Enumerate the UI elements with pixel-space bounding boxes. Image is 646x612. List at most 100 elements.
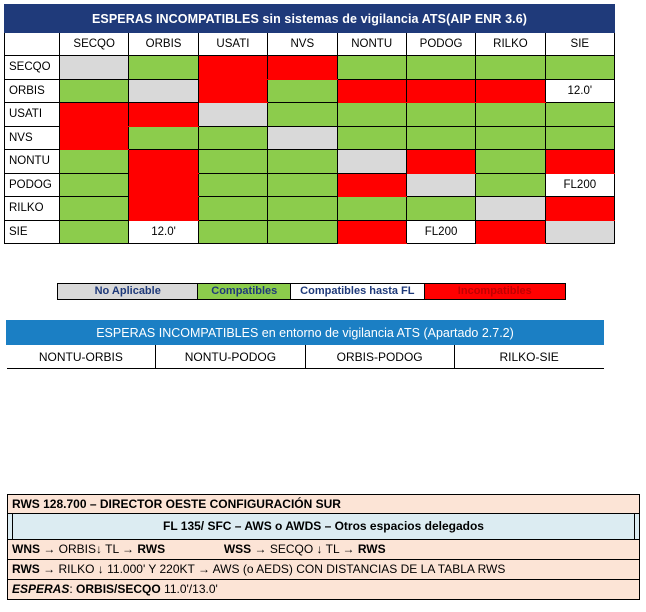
matrix-cell bbox=[128, 102, 199, 127]
matrix-column-header: SECQO bbox=[58, 32, 130, 56]
matrix-corner bbox=[4, 32, 60, 56]
matrix-cell bbox=[544, 125, 616, 150]
esperas-fixes: ORBIS/SECQO bbox=[76, 582, 161, 596]
matrix-cell bbox=[405, 55, 477, 80]
matrix-row-header: PODOG bbox=[4, 172, 60, 197]
matrix-cell bbox=[336, 149, 407, 174]
matrix-cell bbox=[58, 172, 130, 197]
rws-transfer-row: WNS → ORBIS↓ TL → RWS WSS → SECQO ↓ TL →… bbox=[7, 540, 640, 560]
incompatible-holds-matrix: ESPERAS INCOMPATIBLES sin sistemas de vi… bbox=[4, 4, 616, 244]
wss-label: WSS bbox=[223, 542, 252, 556]
matrix-cell bbox=[197, 149, 269, 174]
surveillance-incompatible-holds-table: ESPERAS INCOMPATIBLES en entorno de vigi… bbox=[6, 320, 604, 369]
rws-procedure-box: RWS 128.700 – DIRECTOR OESTE CONFIGURACI… bbox=[7, 494, 640, 600]
matrix-title: ESPERAS INCOMPATIBLES sin sistemas de vi… bbox=[4, 4, 615, 33]
matrix-cell bbox=[336, 125, 407, 150]
matrix-cell bbox=[58, 149, 130, 174]
matrix-cell: FL200 bbox=[405, 219, 477, 244]
surveillance-pair: RILKO-SIE bbox=[454, 344, 604, 369]
legend-item: Compatibles hasta FL bbox=[291, 284, 425, 299]
matrix-cell: FL200 bbox=[544, 172, 616, 197]
matrix-cell bbox=[267, 125, 338, 150]
matrix-cell bbox=[128, 172, 199, 197]
matrix-cell bbox=[544, 219, 616, 244]
matrix-cell bbox=[58, 102, 130, 127]
matrix-cell bbox=[544, 102, 616, 127]
matrix-row-header: SIE bbox=[4, 219, 60, 244]
matrix-row-header: USATI bbox=[4, 102, 60, 127]
matrix-cell bbox=[544, 196, 616, 221]
matrix-cell bbox=[405, 172, 477, 197]
matrix-row-header: RILKO bbox=[4, 196, 60, 221]
matrix-column-header: PODOG bbox=[405, 32, 477, 56]
matrix-cell bbox=[267, 55, 338, 80]
matrix-cell bbox=[336, 55, 407, 80]
matrix-column-header: NVS bbox=[267, 32, 338, 56]
legend: No Aplicable Compatibles Compatibles hasta… bbox=[57, 283, 566, 300]
wns-route: → ORBIS↓ TL → bbox=[40, 542, 138, 556]
matrix-column-header: SIE bbox=[544, 32, 616, 56]
matrix-cell bbox=[475, 172, 546, 197]
matrix-cell bbox=[405, 196, 477, 221]
matrix-cell bbox=[128, 149, 199, 174]
matrix-cell bbox=[405, 78, 477, 103]
matrix-cell bbox=[267, 172, 338, 197]
surveillance-title: ESPERAS INCOMPATIBLES en entorno de vigi… bbox=[6, 320, 604, 345]
matrix-cell bbox=[544, 149, 616, 174]
matrix-row: USATI bbox=[4, 102, 616, 127]
matrix-column-headers: SECQO ORBIS USATI NVS NONTU PODOG RILKO SIE bbox=[4, 32, 616, 56]
rws-route-row: RWS → RILKO ↓ 11.000' Y 220KT → AWS (o A… bbox=[7, 560, 640, 580]
matrix-cell bbox=[58, 125, 130, 150]
matrix-cell bbox=[267, 219, 338, 244]
surveillance-pair: NONTU-PODOG bbox=[155, 344, 306, 369]
matrix-row: PODOG FL200 bbox=[4, 172, 616, 197]
matrix-cell bbox=[128, 55, 199, 80]
matrix-row: SIE 12.0' FL200 bbox=[4, 219, 616, 244]
matrix-cell bbox=[197, 219, 269, 244]
matrix-cell bbox=[475, 219, 546, 244]
matrix-cell bbox=[197, 196, 269, 221]
matrix-column-header: ORBIS bbox=[128, 32, 199, 56]
matrix-body: SECQO ORBIS 12.0' USATI NVS NONTU PODOG FL200 RI… bbox=[4, 55, 616, 244]
matrix-cell bbox=[58, 78, 130, 103]
matrix-cell bbox=[405, 125, 477, 150]
esperas-label: ESPERAS bbox=[12, 582, 70, 596]
matrix-row-header: ORBIS bbox=[4, 78, 60, 103]
rws-band: FL 135/ SFC – AWS o AWDS – Otros espacio… bbox=[7, 514, 640, 540]
rws-route: → RILKO ↓ 11.000' Y 220KT → AWS (o AEDS)… bbox=[39, 562, 506, 576]
matrix-cell bbox=[58, 196, 130, 221]
rws-label: RWS bbox=[12, 562, 40, 576]
surveillance-pairs-row: NONTU-ORBIS NONTU-PODOG ORBIS-PODOG RILKO-S… bbox=[6, 344, 604, 369]
matrix-column-header: RILKO bbox=[475, 32, 546, 56]
matrix-cell bbox=[128, 78, 199, 103]
rws-band-text: FL 135/ SFC – AWS o AWDS – Otros espacio… bbox=[12, 514, 635, 539]
esperas-row: ESPERAS: ORBIS/SECQO 11.0'/13.0' bbox=[7, 580, 640, 600]
matrix-cell bbox=[544, 55, 616, 80]
rws-header: RWS 128.700 – DIRECTOR OESTE CONFIGURACI… bbox=[7, 494, 640, 514]
esperas-levels: 11.0'/13.0' bbox=[160, 582, 218, 596]
matrix-cell bbox=[336, 172, 407, 197]
matrix-cell bbox=[475, 125, 546, 150]
wss-destination: RWS bbox=[357, 542, 386, 556]
matrix-cell bbox=[128, 125, 199, 150]
legend-item: No Aplicable bbox=[58, 284, 199, 299]
esperas-colon: : bbox=[69, 582, 77, 596]
matrix-row: SECQO bbox=[4, 55, 616, 80]
surveillance-pair: NONTU-ORBIS bbox=[6, 344, 157, 369]
matrix-cell bbox=[405, 149, 477, 174]
matrix-cell bbox=[336, 102, 407, 127]
surveillance-pair: ORBIS-PODOG bbox=[305, 344, 455, 369]
wss-route: → SECQO ↓ TL → bbox=[251, 542, 358, 556]
matrix-cell bbox=[475, 55, 546, 80]
matrix-cell: 12.0' bbox=[128, 219, 199, 244]
matrix-cell bbox=[267, 196, 338, 221]
matrix-cell bbox=[58, 219, 130, 244]
wns-label: WNS bbox=[12, 542, 40, 556]
matrix-cell bbox=[197, 172, 269, 197]
matrix-cell bbox=[197, 125, 269, 150]
matrix-row: ORBIS 12.0' bbox=[4, 78, 616, 103]
matrix-column-header: NONTU bbox=[336, 32, 407, 56]
matrix-cell bbox=[336, 219, 407, 244]
matrix-cell bbox=[197, 102, 269, 127]
matrix-cell bbox=[267, 78, 338, 103]
